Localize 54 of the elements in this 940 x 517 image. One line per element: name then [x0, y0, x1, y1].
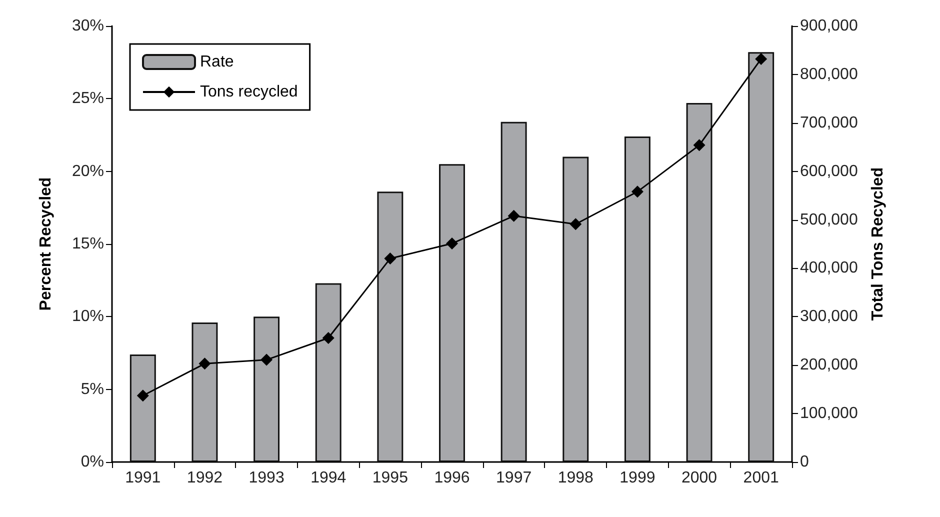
y2-tick-label: 200,000	[800, 356, 858, 374]
bar	[624, 136, 650, 462]
x-tick-label: 1996	[434, 470, 470, 486]
point	[136, 390, 149, 402]
y-tick-label: 10%	[72, 308, 104, 326]
point	[384, 252, 396, 265]
x-tick-label: 1991	[125, 470, 161, 486]
x-tick-label: 1995	[372, 470, 408, 486]
x-tick-label: 2001	[743, 470, 779, 486]
x-tick-label: 1997	[496, 470, 532, 486]
y2-tick-label: 500,000	[800, 211, 858, 228]
y2-tick-label: 700,000	[800, 114, 858, 132]
y-tick-label: 25%	[72, 90, 104, 108]
bar	[562, 156, 589, 462]
point	[570, 218, 582, 230]
x-tick-label: 1994	[310, 470, 346, 486]
y2-tick-label: 100,000	[800, 405, 858, 422]
point	[198, 358, 211, 370]
y2-tick-label: 300,000	[800, 308, 858, 326]
y-tick-label: 0%	[80, 454, 104, 470]
legend-label: Tons recycled	[200, 84, 298, 100]
x-tick-label: 1998	[558, 470, 594, 486]
point	[322, 332, 334, 344]
x-tick-label: 1999	[620, 470, 656, 486]
y2-tick-label: 400,000	[800, 260, 858, 277]
y2-tick-label: 0	[800, 454, 809, 470]
bar	[686, 103, 712, 462]
y2-tick-label: 900,000	[800, 18, 858, 34]
bar	[748, 52, 774, 462]
bar	[377, 192, 404, 462]
bar	[254, 316, 280, 462]
x-tick-label: 2000	[681, 470, 718, 486]
x-tick-label: 1992	[186, 470, 223, 486]
x-tick-label: 1993	[248, 470, 284, 486]
point	[755, 52, 768, 65]
y-axis-title: Percent Recycled	[38, 177, 54, 311]
y-tick-label: 20%	[72, 162, 104, 180]
point	[693, 139, 706, 152]
bar	[130, 354, 156, 462]
y2-tick-label: 600,000	[800, 162, 858, 180]
bar	[500, 122, 527, 462]
point	[260, 354, 273, 366]
point	[631, 186, 644, 198]
y2-axis-title: Total Tons Recycled	[870, 167, 886, 321]
point	[446, 238, 458, 250]
point	[508, 210, 520, 222]
bar	[315, 283, 342, 462]
bar	[439, 164, 465, 462]
y2-tick-label: 800,000	[800, 66, 858, 83]
y-tick-label: 5%	[80, 380, 104, 398]
y-tick-label: 15%	[72, 236, 104, 252]
y-tick-label: 30%	[72, 18, 104, 34]
legend-label: Rate	[200, 54, 234, 70]
bar	[192, 322, 218, 462]
